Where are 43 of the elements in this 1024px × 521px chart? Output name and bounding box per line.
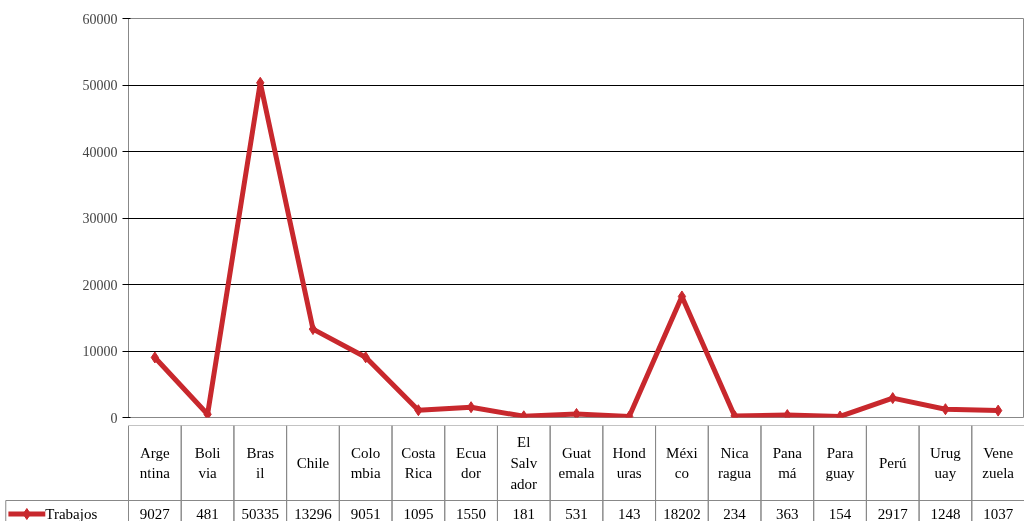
y-tick-label: 30000 (82, 211, 118, 226)
x-tick-label: Argentina (139, 444, 171, 482)
data-label: 1550 (456, 506, 487, 521)
y-tick-label: 0 (110, 410, 118, 426)
data-label: 143 (617, 506, 641, 521)
x-tick-label: Guatemala (558, 444, 595, 482)
x-tick-label: México (666, 444, 698, 482)
data-label: 363 (776, 506, 799, 521)
point (150, 351, 160, 364)
y-tick-label: 20000 (82, 277, 118, 293)
data-label: 181 (512, 506, 536, 521)
data-label: 531 (565, 506, 588, 521)
data-label: 1037 (983, 506, 1014, 521)
x-tick-label: Paraguay (825, 444, 856, 482)
x-tick-label: Costa Rica (401, 444, 436, 482)
x-tick-label: Bolivia (194, 444, 221, 482)
data-label: 50335 (241, 506, 280, 521)
x-tick-label: Uruguay (930, 444, 962, 482)
y-tick-label: 10000 (82, 344, 118, 359)
x-tick-label: Ecuador (456, 444, 487, 482)
x-tick-label: Brasil (246, 444, 275, 482)
data-label: 1095 (403, 506, 434, 521)
x-tick-label: Colombia (350, 444, 382, 482)
point (308, 323, 318, 336)
x-tick-label: Nicaragua (717, 444, 752, 482)
data-label: 9051 (350, 506, 381, 521)
y-tick-label: 50000 (82, 78, 118, 93)
x-tick-label: Honduras (612, 444, 647, 482)
data-label: 481 (196, 506, 219, 521)
y-tick-label: 40000 (82, 144, 118, 160)
data-label: 234 (723, 506, 747, 521)
x-tick-label: Perú (878, 455, 907, 471)
y-tick-label: 60000 (82, 11, 118, 27)
data-label: 13296 (294, 506, 333, 521)
data-label: 154 (828, 506, 852, 521)
x-tick-label: Venezuela (982, 444, 1015, 482)
data-label: 18202 (663, 506, 701, 521)
data-label: 2917 (877, 506, 909, 521)
x-tick-label: Chile (296, 455, 330, 471)
data-label: 1248 (930, 506, 961, 521)
data-label: 9027 (139, 506, 171, 521)
x-tick-label: Panamá (772, 444, 803, 482)
x-tick-label: El Salvador (510, 434, 538, 492)
